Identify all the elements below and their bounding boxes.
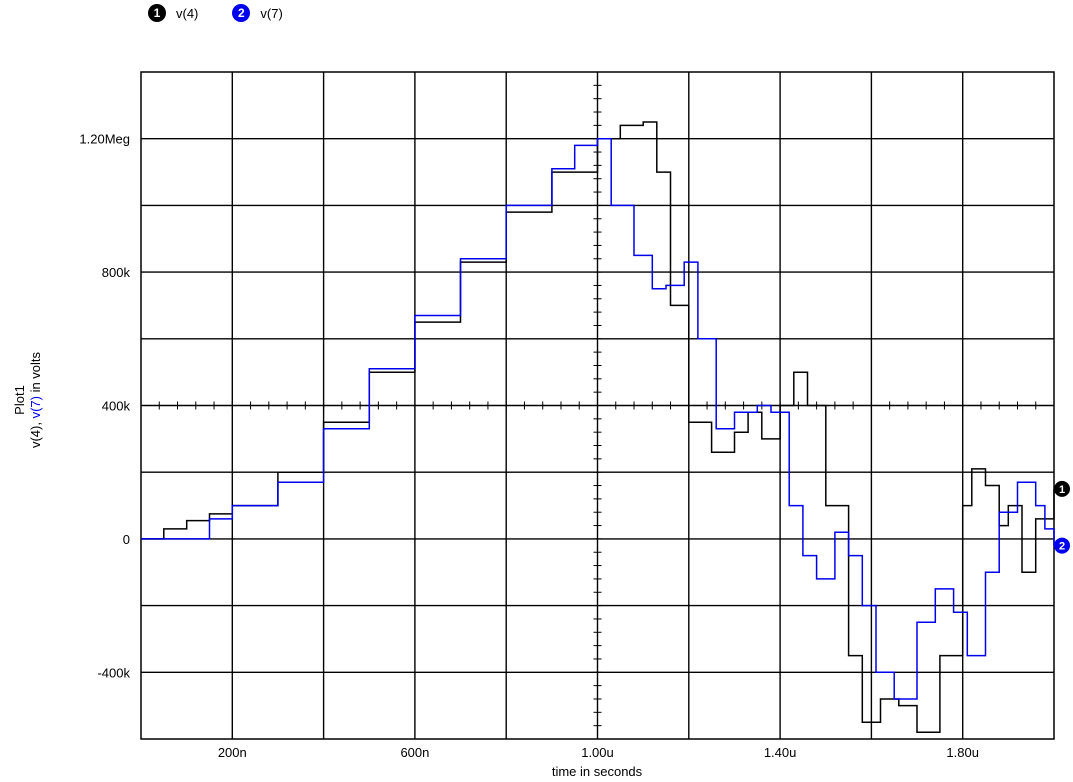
x-tick-label: 600n: [400, 745, 429, 760]
y-tick-label: 800k: [102, 265, 131, 280]
legend-item-v7: 2 v(7): [232, 4, 283, 22]
series-layer: [141, 121, 1055, 734]
x-tick-label: 1.40u: [764, 745, 797, 760]
y-axis-label: Plot1 v(4), v(7) in volts: [12, 352, 44, 448]
series-line-2: [141, 137, 1055, 700]
y-tick-label: -400k: [97, 665, 130, 680]
x-tick-labels: 200n 600n 1.00u 1.40u 1.80u: [218, 745, 979, 760]
end-marker-badge: [1054, 537, 1070, 554]
series-2-marker-icon: 2: [232, 4, 251, 22]
series-end-markers: 12: [1054, 480, 1070, 554]
y-tick-label: 0: [123, 532, 130, 547]
y-tick-label: 1.20Meg: [79, 132, 130, 147]
end-marker-badge: [1054, 480, 1070, 497]
ylabel-part-v7: v(7): [28, 396, 43, 419]
plot-name: Plot1: [12, 385, 27, 415]
end-marker-label: 2: [1059, 541, 1065, 553]
ylabel-part-v4: v(4): [28, 425, 43, 449]
x-axis-label: time in seconds: [551, 764, 643, 779]
x-tick-label: 1.00u: [581, 745, 614, 760]
series-1-marker-icon: 1: [148, 4, 166, 22]
ylabel-sep: ,: [28, 418, 43, 426]
y-tick-label: 400k: [102, 399, 131, 414]
x-tick-label: 1.80u: [946, 745, 979, 760]
ylabel-suffix: in volts: [28, 351, 43, 397]
y-axis-units: v(4), v(7) in volts: [28, 352, 44, 448]
series-end-marker-1: 1: [1054, 480, 1070, 497]
legend-label-v7: v(7): [260, 5, 283, 21]
legend: 1 v(4) 2 v(7): [148, 4, 317, 22]
series-end-marker-2: 2: [1054, 537, 1070, 554]
y-tick-labels: 1.20Meg 800k 400k 0 -400k: [79, 132, 130, 681]
end-marker-label: 1: [1059, 484, 1065, 496]
legend-item-v4: 1 v(4): [148, 4, 198, 22]
legend-label-v4: v(4): [176, 5, 199, 21]
x-tick-label: 200n: [218, 745, 247, 760]
